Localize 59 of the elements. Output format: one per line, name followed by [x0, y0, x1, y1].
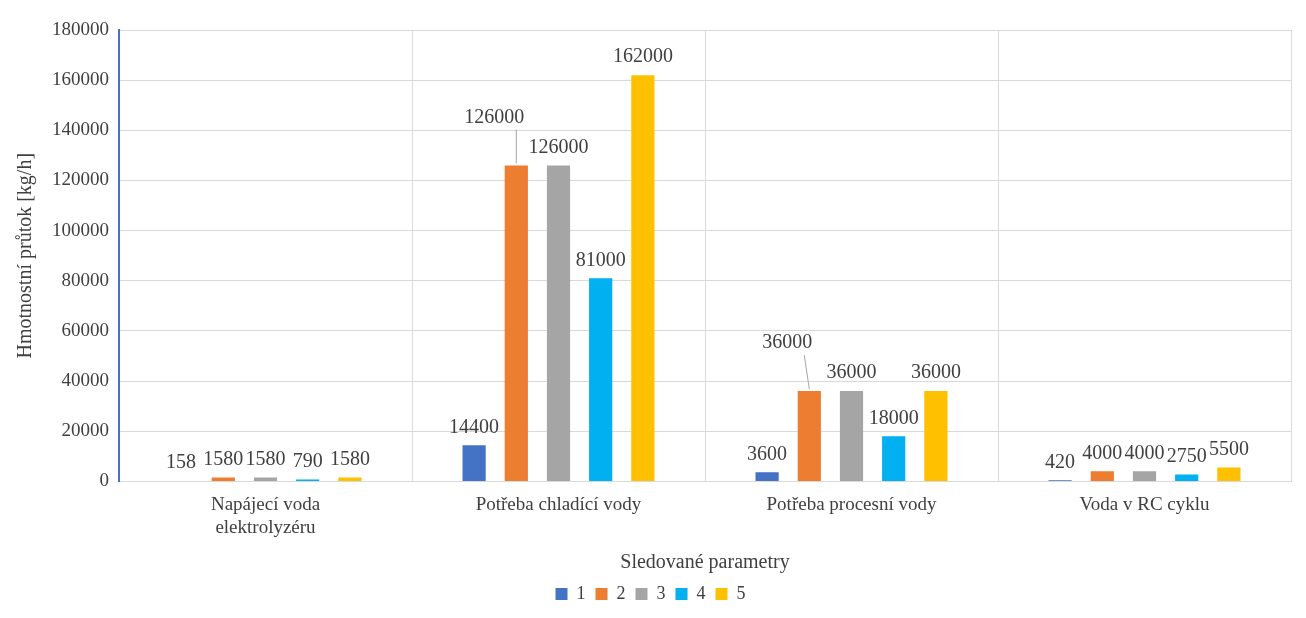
- bar: [504, 165, 528, 481]
- data-label: 81000: [575, 247, 626, 270]
- y-axis-title: Hmotnostní průtok [kg/h]: [13, 152, 37, 359]
- legend-label: 2: [616, 582, 626, 603]
- data-label: 158: [166, 450, 197, 473]
- y-tick-label: 160000: [52, 68, 109, 90]
- bar: [631, 75, 655, 481]
- data-label: 1580: [203, 446, 244, 469]
- bar: [924, 391, 948, 481]
- data-label: 18000: [868, 405, 919, 428]
- bar: [253, 477, 278, 481]
- x-tick-label: Potřeba chladící vody: [475, 492, 642, 514]
- data-label: 3600: [747, 441, 788, 464]
- legend-label: 1: [576, 582, 586, 603]
- data-label: 1580: [245, 446, 286, 469]
- y-tick-label: 100000: [52, 218, 109, 240]
- data-label: 36000: [910, 360, 961, 383]
- bar: [462, 445, 486, 481]
- legend-label: 4: [696, 582, 706, 603]
- data-label: 420: [1045, 449, 1076, 472]
- data-label: 162000: [612, 44, 673, 67]
- y-tick-label: 140000: [52, 118, 109, 140]
- data-label: 4000: [1082, 440, 1123, 463]
- bar: [755, 472, 779, 481]
- bar: [546, 165, 571, 481]
- y-tick-label: 40000: [61, 369, 109, 391]
- data-label: 2750: [1166, 443, 1207, 466]
- bar: [338, 477, 362, 481]
- y-tick-label: 80000: [61, 268, 109, 290]
- data-label: 790: [292, 448, 323, 471]
- data-label: 36000: [762, 330, 813, 353]
- data-label: 4000: [1124, 440, 1165, 463]
- x-tick-label: Voda v RC cyklu: [1079, 492, 1210, 514]
- data-label: 1580: [329, 446, 370, 469]
- bar: [1132, 471, 1157, 481]
- data-label: 36000: [826, 360, 877, 383]
- legend-label: 5: [736, 582, 746, 603]
- bar: [882, 436, 906, 481]
- x-tick-label: Potřeba procesní vody: [766, 492, 937, 514]
- data-label: 5500: [1208, 436, 1249, 459]
- category-label: Napájecí voda: [210, 492, 321, 514]
- bar: [839, 391, 864, 481]
- bar: [1090, 471, 1114, 481]
- bar: [1175, 474, 1199, 481]
- y-tick-label: 180000: [52, 17, 109, 39]
- y-tick-label: 0: [99, 469, 109, 491]
- bar: [797, 391, 821, 481]
- y-tick-label: 20000: [61, 419, 109, 441]
- data-label: 126000: [528, 134, 589, 157]
- x-axis-title: Sledované parametry: [620, 550, 790, 574]
- legend-label: 3: [656, 582, 666, 603]
- category-label: elektrolyzéru: [215, 515, 316, 537]
- bar: [1217, 467, 1241, 481]
- y-tick-label: 120000: [52, 168, 109, 190]
- data-label: 126000: [464, 104, 525, 127]
- data-label: 14400: [449, 414, 500, 437]
- bar: [211, 477, 235, 481]
- bar: [589, 278, 613, 481]
- y-tick-label: 60000: [61, 318, 109, 340]
